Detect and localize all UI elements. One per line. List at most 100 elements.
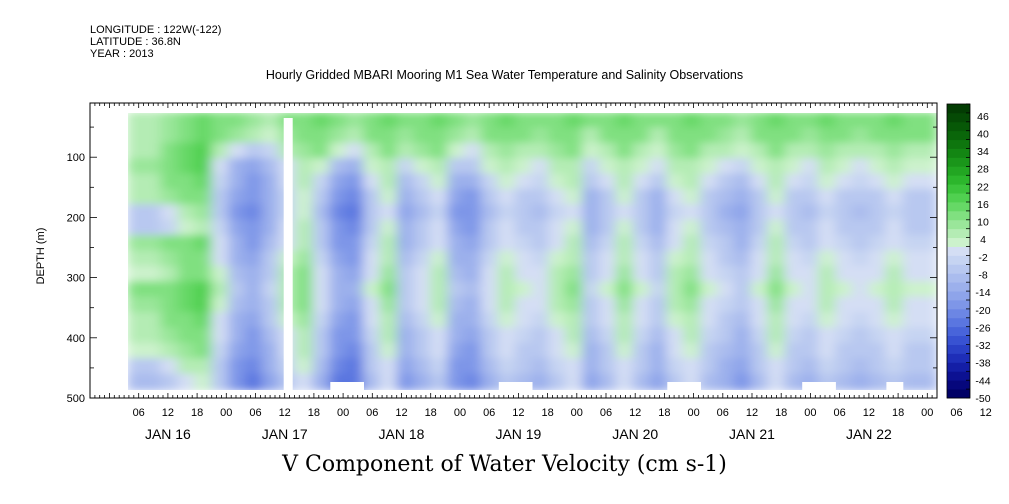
heatmap-cell <box>632 312 652 330</box>
heatmap-cell <box>413 158 433 176</box>
x-hour-label: 06 <box>366 407 378 419</box>
colorbar-swatch <box>947 148 970 158</box>
heatmap-cell <box>818 235 837 253</box>
heatmap-cell <box>346 188 365 207</box>
heatmap-cell <box>160 296 180 315</box>
heatmap-cell <box>261 219 281 238</box>
heatmap-cell <box>885 142 905 161</box>
heatmap-cell <box>683 358 703 376</box>
heatmap-cell <box>245 142 264 161</box>
heatmap-cell <box>885 219 905 238</box>
heatmap-cell <box>464 127 483 145</box>
heatmap-cell <box>363 113 382 130</box>
heatmap-cell <box>851 265 871 284</box>
heatmap-cell <box>801 127 821 145</box>
heatmap-cell <box>514 265 534 284</box>
heatmap-cell <box>598 142 618 161</box>
heatmap-cell <box>128 250 146 268</box>
heatmap-cell <box>716 373 736 390</box>
heatmap-cell <box>464 188 483 207</box>
heatmap-cell <box>649 188 669 207</box>
heatmap-cell <box>902 342 922 361</box>
heatmap-cell <box>329 142 349 161</box>
heatmap-cell <box>464 327 483 345</box>
heatmap-cell <box>447 342 467 361</box>
heatmap-cell <box>143 358 163 376</box>
heatmap-cell <box>379 204 399 222</box>
heatmap-cell <box>160 204 180 222</box>
heatmap-cell <box>565 373 585 390</box>
heatmap-cell <box>346 235 365 253</box>
heatmap-cell <box>700 342 719 361</box>
heatmap-cell <box>632 158 652 176</box>
x-hour-label: 12 <box>162 407 174 419</box>
y-tick-label: 500 <box>67 393 85 405</box>
x-hour-label: 06 <box>600 407 612 419</box>
heatmap-cell <box>228 373 247 390</box>
heatmap-cell <box>784 188 804 207</box>
heatmap-cell <box>818 142 837 161</box>
heatmap-cell <box>902 204 922 222</box>
heatmap-cell <box>851 113 871 130</box>
heatmap-cell <box>413 358 433 376</box>
heatmap-cell <box>801 158 821 176</box>
heatmap-cell <box>312 312 332 330</box>
heatmap-cell <box>784 296 804 315</box>
heatmap-cell <box>868 265 888 284</box>
heatmap-cell <box>548 219 568 238</box>
heatmap-cell <box>750 219 770 238</box>
heatmap-cell <box>261 342 281 361</box>
heatmap-cell <box>632 358 652 376</box>
heatmap-cell <box>497 127 517 145</box>
colorbar-swatch <box>947 308 970 319</box>
heatmap-cell <box>902 113 922 130</box>
heatmap-cell <box>632 188 652 207</box>
colorbar-label: -2 <box>978 252 987 264</box>
heatmap-cell <box>261 173 281 191</box>
heatmap-cell <box>784 113 804 130</box>
colorbar-swatch <box>947 300 970 310</box>
heatmap-cell <box>228 142 247 161</box>
heatmap-cell <box>177 358 197 376</box>
heatmap-cell <box>346 158 365 176</box>
heatmap-cell <box>767 188 787 207</box>
heatmap-cell <box>480 173 500 191</box>
heatmap-cell <box>430 250 450 268</box>
heatmap-cell <box>160 281 180 299</box>
heatmap-cell <box>700 296 719 315</box>
heatmap-cell <box>128 142 146 161</box>
heatmap-cell <box>447 281 467 299</box>
heatmap-cell <box>649 250 669 268</box>
heatmap-cell <box>464 281 483 299</box>
heatmap-cell <box>632 113 652 130</box>
heatmap-cell <box>919 312 937 330</box>
heatmap-cell <box>716 127 736 145</box>
x-hour-label: 06 <box>717 407 729 419</box>
heatmap-cell <box>716 327 736 345</box>
heatmap-cell <box>346 281 365 299</box>
heatmap-cell <box>396 219 416 238</box>
heatmap-cell <box>261 142 281 161</box>
heatmap-cell <box>329 265 349 284</box>
heatmap-cell <box>834 327 854 345</box>
heatmap-cell <box>700 327 719 345</box>
colorbar-swatch <box>947 184 970 194</box>
heatmap-cell <box>632 204 652 222</box>
heatmap-cell <box>261 327 281 345</box>
heatmap-cell <box>801 173 821 191</box>
axis-ticks <box>89 103 938 398</box>
heatmap-cell <box>480 358 500 376</box>
heatmap-cell <box>464 113 483 130</box>
heatmap-cell <box>346 327 365 345</box>
heatmap-cell <box>160 358 180 376</box>
heatmap-cell <box>632 281 652 299</box>
heatmap-cell <box>464 235 483 253</box>
heatmap-cell <box>784 358 804 376</box>
heatmap-cell <box>582 265 601 284</box>
x-hour-label: 06 <box>833 407 845 419</box>
heatmap-cell <box>582 296 601 315</box>
heatmap-cell <box>733 113 753 130</box>
heatmap-cell <box>177 188 197 207</box>
heatmap-cell <box>834 173 854 191</box>
